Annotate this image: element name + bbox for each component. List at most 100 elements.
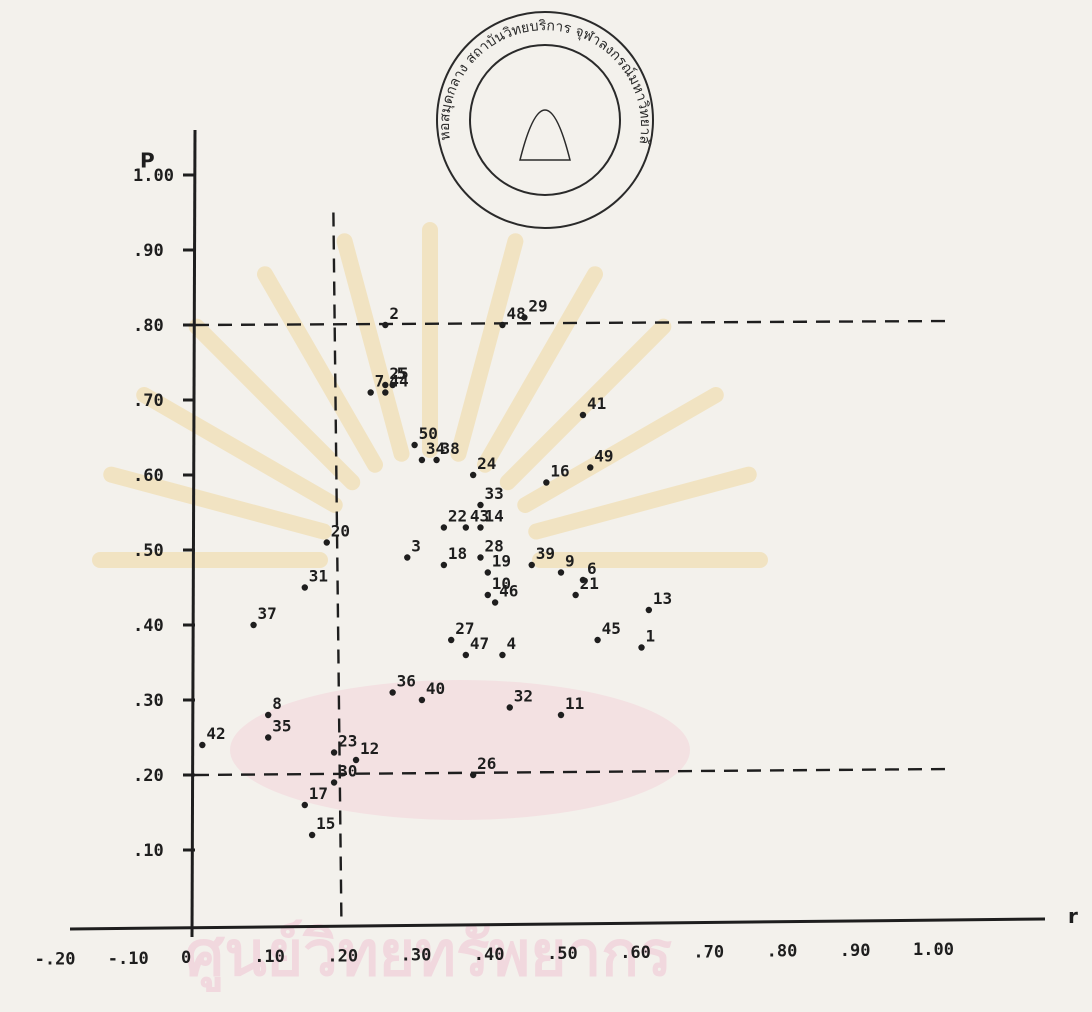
data-point-label: 29 bbox=[528, 297, 547, 316]
data-point-label: 35 bbox=[272, 717, 291, 736]
data-point-marker bbox=[323, 539, 330, 546]
data-point: 34 bbox=[418, 439, 445, 464]
data-point: 40 bbox=[418, 679, 445, 704]
data-point: 21 bbox=[572, 574, 599, 599]
data-point-marker bbox=[557, 711, 565, 719]
seal-emblem-icon bbox=[519, 109, 571, 161]
data-point-label: 12 bbox=[360, 739, 379, 758]
data-point-marker bbox=[557, 569, 565, 576]
data-point-label: 36 bbox=[397, 672, 416, 691]
data-point: 26 bbox=[469, 754, 496, 779]
data-point-label: 48 bbox=[506, 304, 525, 323]
data-point-label: 45 bbox=[602, 619, 621, 638]
x-tick-label: .50 bbox=[547, 944, 578, 964]
data-point-marker bbox=[477, 501, 484, 509]
data-point-marker bbox=[199, 741, 206, 749]
data-point: 25 bbox=[382, 364, 409, 389]
data-point-marker bbox=[301, 801, 308, 809]
data-point-marker bbox=[462, 651, 470, 659]
data-point: 15 bbox=[308, 814, 335, 839]
y-tick-label: .20 bbox=[133, 766, 164, 786]
data-point-label: 17 bbox=[309, 784, 328, 803]
data-point: 5 bbox=[389, 364, 406, 389]
data-point-marker bbox=[367, 389, 374, 396]
watermark-base bbox=[230, 680, 690, 820]
x-tick-label: .20 bbox=[327, 946, 358, 966]
data-point-label: 3 bbox=[411, 537, 421, 556]
data-point: 20 bbox=[323, 522, 350, 546]
data-point-label: 46 bbox=[499, 582, 518, 601]
x-tick-label: -.20 bbox=[35, 950, 76, 970]
seal-inner-ring bbox=[469, 44, 621, 196]
x-tick-label: .40 bbox=[474, 945, 505, 965]
data-point-label: 6 bbox=[587, 559, 597, 578]
x-tick-label: 0 bbox=[181, 948, 191, 968]
y-tick-label: .40 bbox=[133, 616, 164, 636]
data-point: 6 bbox=[579, 559, 597, 584]
data-point-marker bbox=[382, 321, 389, 329]
watermark-ray bbox=[499, 318, 672, 491]
y-tick-label: .70 bbox=[133, 391, 164, 411]
data-point-marker bbox=[587, 464, 594, 471]
data-point-marker bbox=[462, 524, 470, 531]
y-tick-label: .60 bbox=[133, 466, 164, 486]
data-point-label: 18 bbox=[448, 544, 467, 563]
data-point-marker bbox=[440, 561, 448, 569]
data-point-marker bbox=[308, 831, 316, 839]
data-point-marker bbox=[477, 554, 484, 561]
data-point-marker bbox=[265, 734, 272, 741]
data-point: 4 bbox=[499, 634, 516, 659]
watermark-ray bbox=[257, 266, 383, 473]
data-point: 18 bbox=[440, 544, 467, 569]
data-point-marker bbox=[418, 456, 426, 464]
data-point-label: 27 bbox=[455, 619, 474, 638]
data-point-marker bbox=[638, 644, 645, 651]
data-point-label: 4 bbox=[506, 634, 516, 653]
data-point: 29 bbox=[521, 297, 548, 321]
data-point: 23 bbox=[330, 732, 357, 756]
data-point-label: 8 bbox=[272, 694, 282, 713]
data-point-label: 43 bbox=[470, 507, 489, 526]
y-tick-label: .90 bbox=[133, 241, 164, 261]
data-point: 24 bbox=[469, 454, 496, 479]
data-point: 30 bbox=[330, 762, 357, 786]
x-tick-label: .10 bbox=[254, 947, 285, 967]
data-point-label: 31 bbox=[309, 567, 328, 586]
library-seal: หอสมุดกลาง สถาบันวิทยบริการ จุฬาลงกรณ์มห… bbox=[0, 0, 654, 229]
data-point-marker bbox=[491, 599, 499, 606]
reference-lines bbox=[194, 212, 951, 921]
data-point: 43 bbox=[462, 507, 489, 531]
data-point-marker bbox=[301, 584, 308, 591]
watermark-ray bbox=[103, 466, 332, 540]
data-point-label: 14 bbox=[484, 507, 503, 526]
data-point-label: 47 bbox=[470, 634, 489, 653]
data-point-label: 25 bbox=[389, 364, 408, 383]
watermark: ศูนย์วิทยทรัพยากร bbox=[92, 222, 768, 992]
watermark-ray bbox=[450, 233, 524, 462]
data-point: 22 bbox=[440, 507, 467, 531]
data-point-label: 39 bbox=[536, 544, 555, 563]
data-point: 45 bbox=[594, 619, 621, 644]
data-point-marker bbox=[521, 314, 528, 321]
watermark-text: ศูนย์วิทยทรัพยากร bbox=[185, 917, 672, 992]
data-point-marker bbox=[469, 771, 477, 779]
x-tick-label: .30 bbox=[401, 946, 432, 966]
data-point-marker bbox=[579, 411, 587, 419]
data-point: 12 bbox=[352, 739, 379, 764]
data-point-label: 15 bbox=[316, 814, 335, 833]
data-point-marker bbox=[484, 591, 491, 599]
data-point-label: 34 bbox=[426, 439, 445, 458]
data-point-label: 1 bbox=[646, 627, 656, 646]
data-point: 28 bbox=[477, 537, 504, 561]
x-tick-label: .60 bbox=[620, 943, 651, 963]
data-point-marker bbox=[499, 321, 506, 329]
data-point: 50 bbox=[411, 424, 438, 449]
data-point-label: 16 bbox=[550, 462, 569, 481]
data-point-label: 49 bbox=[594, 447, 613, 466]
data-point-marker bbox=[418, 696, 426, 704]
data-point-label: 42 bbox=[206, 724, 225, 743]
x-tick-label: .70 bbox=[693, 942, 724, 962]
x-axis-title: r bbox=[1068, 904, 1078, 928]
data-point-label: 19 bbox=[492, 552, 511, 571]
